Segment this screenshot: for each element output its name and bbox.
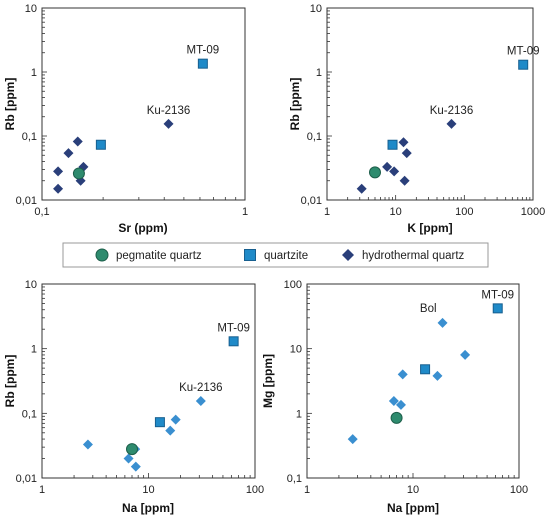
y-tick-label: 1 xyxy=(296,408,302,420)
data-point-diamond xyxy=(123,453,134,464)
data-point-diamond xyxy=(53,166,64,177)
data-point-square xyxy=(197,58,208,69)
data-point-square xyxy=(492,303,503,314)
x-tick-label: 1 xyxy=(324,206,330,218)
data-point-square xyxy=(387,139,398,150)
data-point-square xyxy=(95,139,106,150)
data-point-diamond xyxy=(82,439,93,450)
data-point-diamond xyxy=(460,349,471,360)
data-point-diamond xyxy=(437,317,448,328)
x-axis-label: Sr (ppm) xyxy=(118,221,167,235)
data-point-circle xyxy=(72,167,85,180)
y-tick-label: 10 xyxy=(290,344,302,356)
x-tick-label: 1 xyxy=(304,484,310,496)
data-point-diamond xyxy=(432,370,443,381)
plot-frame xyxy=(41,7,246,201)
y-tick-label: 0,1 xyxy=(22,408,37,420)
x-tick-label: 100 xyxy=(455,206,473,218)
x-tick-label: 100 xyxy=(510,484,528,496)
x-tick-label: 10 xyxy=(390,206,402,218)
plot-frame xyxy=(326,7,534,201)
data-point-square xyxy=(228,336,239,347)
data-point-square xyxy=(420,364,431,375)
y-tick-label: 10 xyxy=(25,279,37,291)
point-annotation: MT-09 xyxy=(187,45,220,57)
data-point-circle xyxy=(368,166,381,179)
x-tick-label: 1 xyxy=(39,484,45,496)
scatter-panel-2: 1 10 100 1000 0,01 0,1 1 10 K [ppm] Rb [ppm] MT-09… xyxy=(288,3,545,235)
point-annotation: Ku-2136 xyxy=(179,382,222,394)
data-point-diamond xyxy=(72,136,83,147)
legend-label: hydrothermal quartz xyxy=(362,250,465,262)
legend-label: quartzite xyxy=(264,250,308,262)
data-point-diamond xyxy=(170,414,181,425)
y-tick-label: 100 xyxy=(284,279,302,291)
x-axis-label: K [ppm] xyxy=(407,221,452,235)
data-point-diamond xyxy=(389,166,400,177)
data-point-diamond xyxy=(399,175,410,186)
y-tick-label: 0,1 xyxy=(287,473,302,485)
data-point-diamond xyxy=(382,161,393,172)
y-tick-label: 0,01 xyxy=(16,473,37,485)
y-tick-label: 0,01 xyxy=(301,195,322,207)
point-annotation: Bol xyxy=(420,303,437,315)
y-tick-label: 1 xyxy=(31,67,37,79)
point-annotation: MT-09 xyxy=(481,289,514,301)
point-annotation: Ku-2136 xyxy=(147,105,190,117)
data-point-diamond xyxy=(398,137,409,148)
y-tick-label: 0,1 xyxy=(22,131,37,143)
y-tick-label: 0,01 xyxy=(16,195,37,207)
data-point-circle xyxy=(390,411,403,424)
legend-frame xyxy=(62,242,489,268)
plot-frame xyxy=(306,283,520,479)
data-point-square xyxy=(154,417,165,428)
data-point-square xyxy=(518,59,529,70)
data-point-diamond xyxy=(356,183,367,194)
plot-frame xyxy=(41,283,256,479)
point-annotation: Ku-2136 xyxy=(430,105,473,117)
x-tick-label: 10 xyxy=(142,484,154,496)
data-point-diamond xyxy=(446,118,457,129)
y-tick-label: 10 xyxy=(25,3,37,15)
x-tick-label: 0,1 xyxy=(34,206,49,218)
x-tick-label: 1000 xyxy=(521,206,545,218)
y-axis-label: Mg [ppm] xyxy=(261,354,275,408)
y-tick-label: 0,1 xyxy=(307,131,322,143)
data-point-diamond xyxy=(195,396,206,407)
data-point-diamond xyxy=(63,148,74,159)
data-point-diamond xyxy=(347,434,358,445)
data-point-diamond xyxy=(397,369,408,380)
y-tick-label: 10 xyxy=(310,3,322,15)
data-point-diamond xyxy=(401,148,412,159)
data-point-diamond xyxy=(53,183,64,194)
point-annotation: MT-09 xyxy=(217,322,250,334)
data-point-diamond xyxy=(388,396,399,407)
legend-marker-circle xyxy=(95,248,109,262)
legend: pegmatite quartz quartzite hydrothermal qu… xyxy=(62,242,489,268)
y-axis-label: Rb [ppm] xyxy=(3,78,17,131)
data-point-circle xyxy=(126,443,139,456)
y-axis-label: Rb [ppm] xyxy=(3,355,17,408)
y-axis-label: Rb [ppm] xyxy=(288,78,302,131)
data-point-diamond xyxy=(395,399,406,410)
data-point-diamond xyxy=(163,118,174,129)
scatter-panel-3: 1 10 100 0,01 0,1 1 10 Na [ppm] Rb [ppm] MT-09 Ku-… xyxy=(3,279,264,515)
x-axis-label: Na [ppm] xyxy=(387,501,439,515)
y-tick-label: 1 xyxy=(31,344,37,356)
x-axis-label: Na [ppm] xyxy=(122,501,174,515)
data-point-diamond xyxy=(165,425,176,436)
x-tick-label: 10 xyxy=(407,484,419,496)
legend-marker-diamond xyxy=(342,249,354,261)
x-tick-label: 1 xyxy=(242,206,248,218)
legend-marker-square xyxy=(244,249,256,261)
data-point-diamond xyxy=(130,461,141,472)
point-annotation: MT-09 xyxy=(507,46,540,58)
legend-label: pegmatite quartz xyxy=(116,250,202,262)
y-tick-label: 1 xyxy=(316,67,322,79)
x-tick-label: 100 xyxy=(246,484,264,496)
